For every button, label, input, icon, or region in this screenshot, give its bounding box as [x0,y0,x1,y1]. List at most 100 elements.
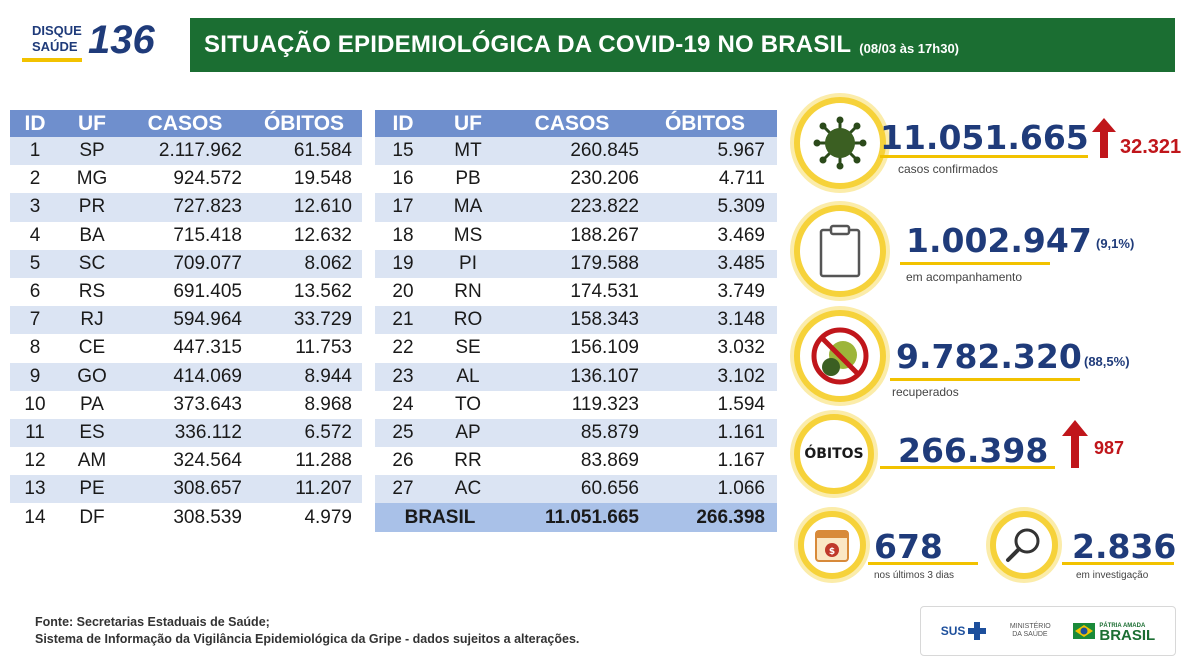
cell-uf: RR [454,450,482,472]
virus-icon [813,116,867,170]
cell-casos: 223.822 [570,196,639,218]
ultimos-label: nos últimos 3 dias [874,570,955,581]
cell-uf: AL [456,365,480,387]
acompanhamento-underline [900,262,1050,265]
cell-uf: SC [78,252,106,274]
calendar-icon: $ [815,530,849,562]
cell-obitos: 1.066 [717,478,765,500]
cell-id: 12 [24,450,46,472]
recuperados-label: recuperados [892,385,959,399]
cell-uf: RN [454,281,482,303]
total-casos: 11.051.665 [544,506,639,528]
cell-casos: 324.564 [173,450,242,472]
cell-id: 20 [392,281,414,303]
col-header-id: ID [24,111,46,135]
cell-id: 2 [29,168,41,190]
cell-casos: 308.657 [173,478,242,500]
table-row: 26 RR 83.869 1.167 [375,447,777,476]
page-title: SITUAÇÃO EPIDEMIOLÓGICA DA COVID-19 NO B… [204,31,852,58]
table-row: 3 PR 727.823 12.610 [10,193,362,222]
cell-uf: MS [453,224,483,246]
logo-line1: DISQUE [32,23,82,38]
cell-casos: 83.869 [580,450,639,472]
cell-obitos: 8.062 [304,252,352,274]
cell-casos: 260.845 [570,140,639,162]
cell-id: 21 [392,309,414,331]
increase-arrow-icon [1092,118,1116,158]
states-table-left: ID UF CASOS ÓBITOS 1 SP 2.117.962 61.584 2 MG… [10,110,362,532]
cell-id: 13 [24,478,46,500]
table-row: 24 TO 119.323 1.594 [375,390,777,419]
cell-obitos: 3.469 [717,224,765,246]
cell-casos: 156.109 [570,337,639,359]
cell-casos: 715.418 [173,224,242,246]
cell-casos: 60.656 [580,478,639,500]
table-row: 4 BA 715.418 12.632 [10,221,362,250]
cell-uf: PB [455,168,481,190]
cell-id: 19 [392,252,414,274]
cell-obitos: 4.711 [718,168,765,190]
cell-obitos: 12.610 [293,196,352,218]
cell-uf: MT [454,140,482,162]
source-line2: Sistema de Informação da Vigilância Epid… [35,632,580,646]
cell-id: 25 [392,421,414,443]
table-body: 15 MT 260.845 5.967 16 PB 230.206 4.711 17 MA 223.… [375,137,777,504]
cell-id: 1 [29,140,41,162]
cell-id: 15 [392,140,414,162]
cell-casos: 447.315 [173,337,242,359]
table-header: ID UF CASOS ÓBITOS [375,110,777,137]
acompanhamento-pct: (9,1%) [1096,236,1135,251]
cell-id: 24 [392,393,414,415]
svg-text:$: $ [829,547,835,557]
header-bar: SITUAÇÃO EPIDEMIOLÓGICA DA COVID-19 NO B… [190,18,1175,72]
cell-casos: 179.588 [570,252,639,274]
cell-casos: 336.112 [174,421,242,443]
cell-id: 5 [29,252,41,274]
cell-uf: SP [79,140,105,162]
cell-uf: PI [459,252,477,274]
magnifier-icon-circle [990,511,1058,579]
cell-id: 23 [392,365,414,387]
total-label: BRASIL [404,506,476,528]
table-row: 5 SC 709.077 8.062 [10,249,362,278]
obitos-value: 266.398 [898,431,1049,470]
cell-obitos: 6.572 [304,421,352,443]
obitos-increase: 987 [1094,438,1125,458]
virus-icon-circle [794,97,886,189]
calendar-icon-circle: $ [798,511,866,579]
recuperados-underline [890,378,1080,381]
cell-obitos: 3.032 [717,337,765,359]
table-row: 17 MA 223.822 5.309 [375,193,777,222]
cell-obitos: 11.207 [295,478,352,500]
cell-casos: 924.572 [173,168,242,190]
states-table-right: ID UF CASOS ÓBITOS 15 MT 260.845 5.967 16 PB 2… [375,110,777,532]
cell-casos: 188.267 [570,224,639,246]
cell-obitos: 3.485 [717,252,765,274]
cell-obitos: 11.288 [295,450,352,472]
table-row: 18 MS 188.267 3.469 [375,221,777,250]
report-date: (08/03 às 17h30) [859,40,959,56]
source-line1: Fonte: Secretarias Estaduais de Saúde; [35,615,270,629]
table-row: 16 PB 230.206 4.711 [375,165,777,194]
table-row: 21 RO 158.343 3.148 [375,306,777,335]
col-header-casos: CASOS [147,111,223,135]
obitos-underline [880,466,1055,469]
acompanhamento-label: em acompanhamento [906,270,1023,284]
ultimos-underline [868,562,978,565]
cell-id: 14 [24,506,46,528]
cell-casos: 414.069 [173,365,242,387]
cell-obitos: 12.632 [293,224,352,246]
flag-icon [1073,623,1096,639]
cell-obitos: 11.753 [295,337,352,359]
cell-id: 4 [29,224,41,246]
table-body: 1 SP 2.117.962 61.584 2 MG 924.572 19.548 3 PR 727… [10,137,362,532]
sus-text: SUS [940,624,966,638]
logo-underline [22,58,82,62]
table-row: 19 PI 179.588 3.485 [375,249,777,278]
table-row: 1 SP 2.117.962 61.584 [10,137,362,166]
cell-id: 11 [25,421,45,443]
cell-id: 26 [392,450,414,472]
cell-id: 8 [29,337,41,359]
cell-uf: MA [453,196,483,218]
table-row: 10 PA 373.643 8.968 [10,390,362,419]
